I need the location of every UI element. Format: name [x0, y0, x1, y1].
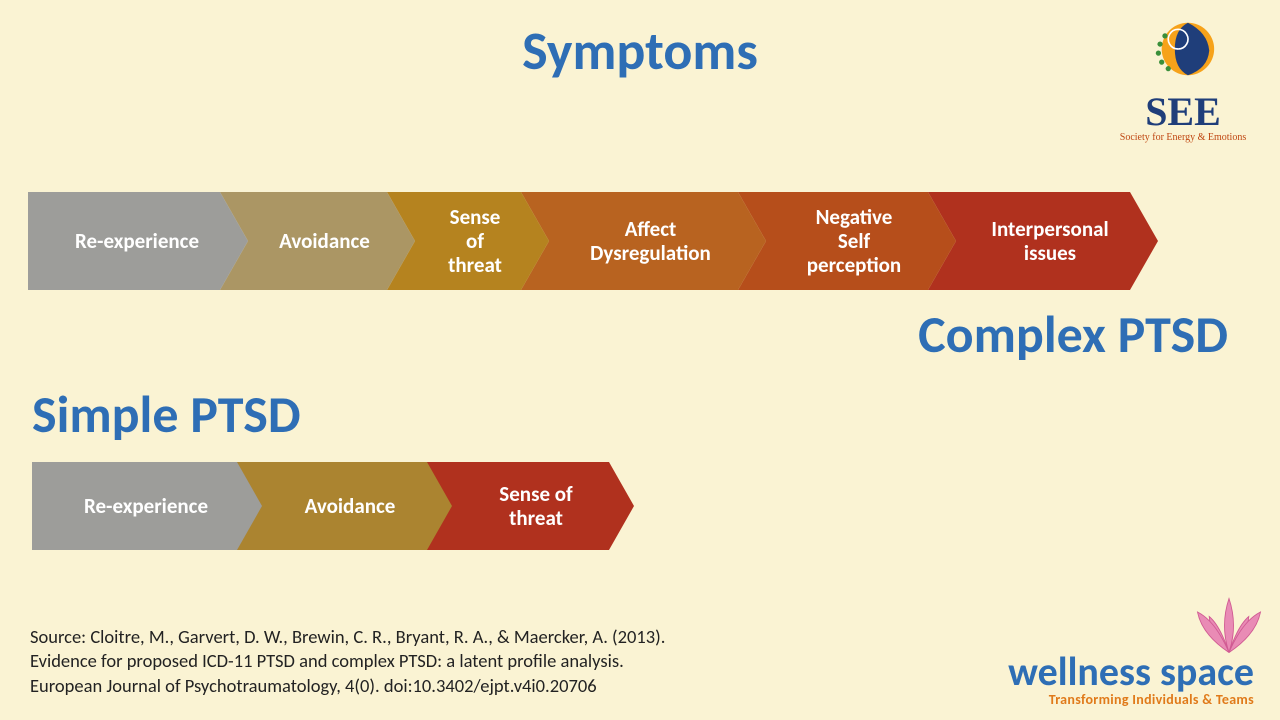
source-line: European Journal of Psychotraumatology, … [30, 674, 665, 698]
complex-ptsd-chevrons: Re-experience Avoidance Senseofthreat Affec… [28, 192, 1130, 290]
chevron-label: Re-experience [57, 229, 219, 253]
chevron-label: Interpersonalissues [957, 217, 1128, 265]
chevron-step: Sense ofthreat [424, 462, 634, 550]
wellness-logo-text: wellness space [1008, 653, 1254, 691]
simple-ptsd-label: Simple PTSD [32, 382, 301, 446]
source-line: Source: Cloitre, M., Garvert, D. W., Bre… [30, 625, 665, 649]
chevron-step: Re-experience [32, 462, 262, 550]
wellness-space-logo: wellness space Transforming Individuals … [1008, 653, 1254, 708]
see-logo: SEE Society for Energy & Emotions [1108, 8, 1258, 143]
chevron-step: Avoidance [220, 192, 415, 290]
chevron-step: AffectDysregulation [521, 192, 766, 290]
chevron-label: Senseofthreat [414, 205, 522, 277]
chevron-label: Avoidance [245, 229, 390, 253]
chevron-step: Avoidance [234, 462, 452, 550]
chevron-label: AffectDysregulation [556, 217, 731, 265]
simple-ptsd-chevrons: Re-experience Avoidance Sense ofthreat [32, 462, 606, 550]
complex-ptsd-label: Complex PTSD [918, 302, 1228, 366]
chevron-label: Re-experience [66, 494, 228, 518]
page-title: Symptoms [522, 18, 758, 84]
chevron-label: Avoidance [271, 494, 416, 518]
chevron-step: Interpersonalissues [928, 192, 1158, 290]
source-line: Evidence for proposed ICD-11 PTSD and co… [30, 649, 665, 673]
see-logo-sub: Society for Energy & Emotions [1108, 132, 1258, 143]
chevron-label: Sense ofthreat [465, 482, 592, 530]
chevron-step: Re-experience [28, 192, 248, 290]
chevron-label: NegativeSelfperception [773, 205, 921, 277]
see-logo-text: SEE [1108, 92, 1258, 132]
source-citation: Source: Cloitre, M., Garvert, D. W., Bre… [30, 625, 665, 698]
chevron-step: NegativeSelfperception [738, 192, 956, 290]
